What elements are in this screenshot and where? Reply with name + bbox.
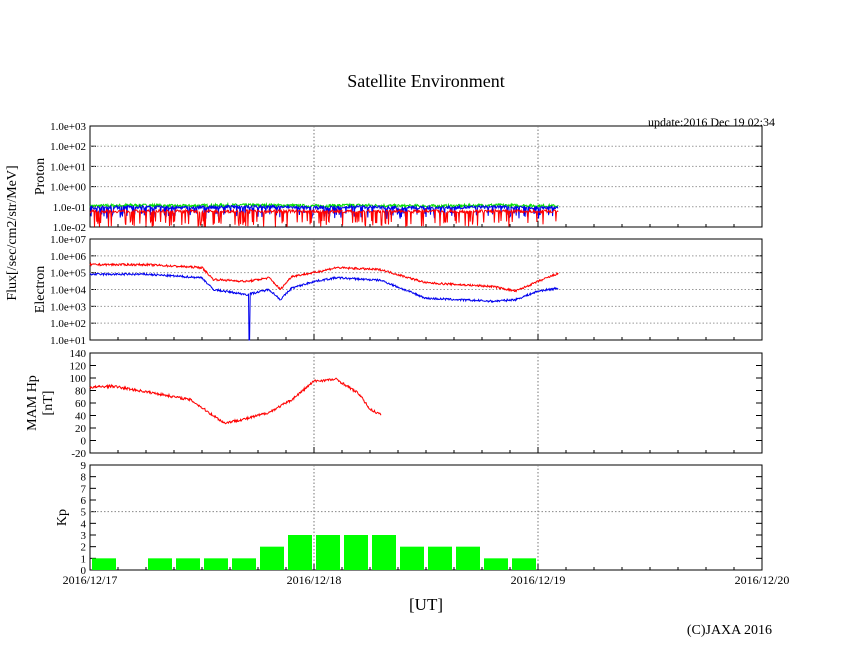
y-tick-label: 20 (75, 423, 87, 435)
kp-bar (232, 558, 256, 570)
y-tick-label: 7 (81, 483, 87, 495)
y-tick-label: 60 (75, 398, 87, 410)
kp-bar (512, 558, 536, 570)
series-line-mam_hp-0 (89, 377, 382, 425)
y-tick-label: 0 (81, 436, 87, 448)
chart-title: Satellite Environment (347, 71, 504, 91)
y-tick-label: 2 (81, 542, 87, 554)
panel-ylabel-mam_hp: MAM Hp[nT] (25, 375, 56, 431)
y-tick-label: 1.0e+02 (50, 318, 86, 330)
y-tick-label: 40 (75, 411, 87, 423)
series-line-electron-1 (89, 272, 559, 341)
kp-bar (288, 535, 312, 570)
panel-frame-kp (89, 464, 763, 571)
x-tick-label: 2016/12/17 (63, 573, 118, 587)
y-tick-label: 1.0e+03 (50, 301, 86, 313)
copyright: (C)JAXA 2016 (687, 623, 772, 638)
series-line-proton-0 (89, 201, 559, 210)
x-axis-label: [UT] (409, 595, 443, 614)
kp-bar (176, 558, 200, 570)
kp-bar (400, 546, 424, 570)
y-tick-label: 6 (81, 495, 87, 507)
kp-bar (316, 535, 340, 570)
kp-bar (456, 546, 480, 570)
flux-shared-ylabel: Flux[/sec/cm2/str/MeV] (5, 165, 20, 300)
update-timestamp: update:2016 Dec 19 02:34 (648, 115, 775, 129)
y-tick-label: 1.0e+01 (50, 161, 86, 173)
kp-bar (92, 558, 116, 570)
y-tick-label: 1 (81, 553, 87, 565)
y-tick-label: 1.0e+03 (50, 121, 86, 133)
kp-bar (372, 535, 396, 570)
y-tick-label: 9 (81, 460, 87, 472)
y-tick-label: 120 (70, 361, 87, 373)
series-line-proton-2 (89, 208, 559, 228)
x-tick-label: 2016/12/18 (287, 573, 342, 587)
x-tick-label: 2016/12/20 (735, 573, 790, 587)
kp-bar (428, 546, 452, 570)
y-tick-label: 1.0e+00 (50, 182, 86, 194)
y-tick-label: 0 (81, 565, 87, 577)
x-tick-label: 2016/12/19 (511, 573, 566, 587)
y-tick-label: 1.0e-02 (53, 222, 86, 234)
panel-frame-mam_hp (89, 352, 763, 454)
y-tick-label: 140 (70, 348, 87, 360)
panel-ylabel-proton: Proton (33, 158, 48, 195)
series-line-electron-0 (89, 261, 559, 293)
y-tick-label: -20 (71, 448, 86, 460)
kp-bar (484, 558, 508, 570)
kp-bar (204, 558, 228, 570)
y-tick-label: 1.0e+06 (50, 251, 86, 263)
kp-bar (260, 546, 284, 570)
y-tick-label: 1.0e+07 (50, 234, 86, 246)
y-tick-label: 80 (75, 386, 87, 398)
y-tick-label: 1.0e+04 (50, 285, 86, 297)
y-tick-label: 4 (81, 518, 87, 530)
kp-bar (344, 535, 368, 570)
y-tick-label: 1.0e-01 (53, 202, 86, 214)
y-tick-label: 1.0e+02 (50, 141, 86, 153)
y-tick-label: 3 (81, 530, 87, 542)
y-tick-label: 8 (81, 472, 87, 484)
y-tick-label: 1.0e+05 (50, 268, 86, 280)
panel-ylabel-electron: Electron (33, 266, 48, 313)
y-tick-label: 100 (70, 373, 87, 385)
y-tick-label: 1.0e+01 (50, 335, 86, 347)
panel-ylabel-kp: Kp (55, 509, 70, 526)
kp-bar (148, 558, 172, 570)
y-tick-label: 5 (81, 507, 87, 519)
